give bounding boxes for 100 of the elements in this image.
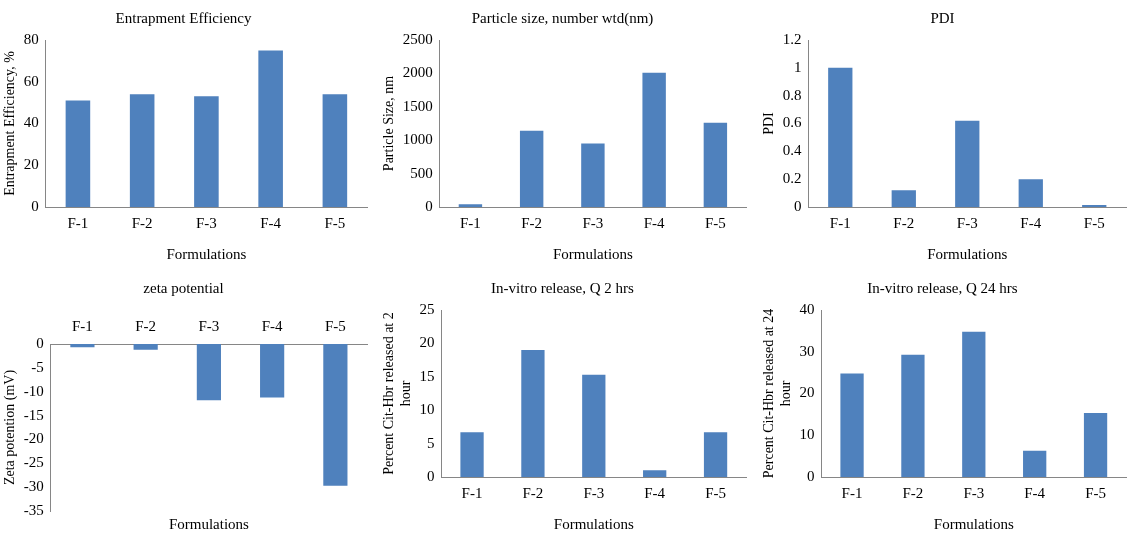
y-tick-label: 10 — [419, 401, 435, 418]
y-tick-label: -15 — [23, 406, 44, 423]
y-tick-label: 500 — [410, 164, 433, 181]
y-tick-label: 0 — [427, 467, 435, 484]
bar — [1023, 450, 1047, 477]
y-tick-label: 1.2 — [782, 30, 802, 47]
y-tick-label: 0 — [425, 197, 433, 214]
x-tick-label: F-4 — [644, 484, 666, 501]
x-axis-title: Formulations — [927, 246, 1008, 263]
y-tick-label: 10 — [799, 426, 815, 443]
chart-title: zeta potential — [143, 279, 224, 296]
y-tick-label: -5 — [31, 358, 44, 375]
x-tick-label: F-1 — [461, 484, 483, 501]
x-tick-label: F-3 — [582, 214, 604, 231]
bar — [703, 432, 728, 477]
x-tick-label: F-3 — [198, 317, 220, 334]
x-axis-title: Formulations — [933, 516, 1014, 533]
bar — [581, 143, 605, 207]
chart-title: In-vitro release, Q 24 hrs — [867, 279, 1018, 296]
y-tick-label: 40 — [23, 114, 39, 131]
y-tick-label: 80 — [23, 30, 39, 47]
x-tick-label: F-4 — [261, 317, 284, 334]
x-tick-label: F-3 — [195, 214, 217, 231]
y-tick-label: 0.6 — [782, 114, 803, 131]
y-tick-label: 0.4 — [782, 142, 803, 159]
y-axis-title: PDI — [761, 111, 777, 135]
x-tick-label: F-1 — [460, 214, 481, 231]
y-axis-title: Entrapment Efficiency, % — [2, 50, 18, 196]
bar — [458, 204, 483, 207]
y-tick-label: 0.8 — [782, 86, 802, 103]
bar — [521, 350, 545, 477]
y-axis-title: Percent Cit-Hbr released at 2 hour — [381, 312, 413, 475]
bar — [1018, 179, 1043, 207]
y-tick-label: 2500 — [402, 30, 433, 47]
x-tick-label: F-4 — [260, 214, 282, 231]
y-tick-label: -30 — [23, 478, 44, 495]
bar — [322, 94, 348, 207]
x-tick-label: F-2 — [893, 214, 915, 231]
bar — [840, 373, 864, 477]
y-tick-label: 5 — [427, 434, 435, 451]
x-tick-label: F-2 — [522, 484, 544, 501]
y-tick-label: 0 — [807, 467, 815, 484]
x-axis-title: Formulations — [166, 246, 247, 263]
y-tick-label: 40 — [799, 300, 815, 317]
x-tick-label: F-4 — [1020, 214, 1042, 231]
chart-title: Entrapment Efficiency — [115, 9, 252, 26]
bar — [828, 67, 853, 207]
y-tick-label: 1500 — [402, 97, 433, 114]
x-tick-label: F-5 — [705, 484, 726, 501]
x-tick-label: F-1 — [829, 214, 851, 231]
x-tick-label: F-4 — [643, 214, 666, 231]
bar — [642, 72, 666, 207]
x-tick-label: F-5 — [324, 317, 346, 334]
bar — [901, 354, 925, 477]
bar — [891, 190, 916, 207]
y-tick-label: 2000 — [402, 64, 433, 81]
y-tick-label: 30 — [799, 342, 815, 359]
x-axis-title: Formulations — [552, 246, 634, 263]
x-tick-label: F-5 — [324, 214, 346, 231]
x-tick-label: F-5 — [1085, 484, 1106, 501]
bar — [1082, 204, 1107, 207]
y-tick-label: 15 — [419, 367, 435, 384]
x-tick-label: F-2 — [135, 317, 157, 334]
x-tick-label: F-1 — [71, 317, 93, 334]
y-tick-label: 20 — [23, 156, 39, 173]
bar — [703, 122, 728, 207]
x-tick-label: F-3 — [963, 484, 985, 501]
chart-title: PDI — [930, 9, 955, 26]
y-tick-label: 20 — [799, 384, 815, 401]
x-tick-label: F-5 — [704, 214, 726, 231]
x-tick-label: F-1 — [67, 214, 89, 231]
y-tick-label: -20 — [23, 430, 44, 447]
x-axis-title: Formulations — [168, 516, 250, 533]
x-axis-title: Formulations — [553, 516, 634, 533]
x-tick-label: F-1 — [841, 484, 863, 501]
y-tick-label: -25 — [23, 454, 44, 471]
bar — [1083, 413, 1108, 477]
y-tick-label: 0 — [36, 334, 44, 351]
y-tick-label: 0 — [31, 197, 39, 214]
bar — [643, 470, 667, 477]
y-tick-label: 25 — [419, 300, 435, 317]
x-tick-label: F-2 — [131, 214, 153, 231]
bar — [582, 374, 606, 477]
x-tick-label: F-3 — [583, 484, 605, 501]
x-tick-label: F-3 — [956, 214, 978, 231]
y-tick-label: 20 — [419, 334, 435, 351]
y-axis-title: Zeta potention (mV) — [2, 369, 19, 486]
bar — [65, 100, 91, 207]
bar — [460, 432, 484, 477]
bar — [129, 94, 155, 207]
bar — [519, 130, 544, 207]
chart-title: In-vitro release, Q 2 hrs — [491, 279, 635, 296]
chart-title: Particle size, number wtd(nm) — [471, 9, 654, 27]
y-tick-label: 1 — [794, 58, 802, 75]
y-axis-title: Percent Cit-Hbr released at 24 hour — [761, 308, 793, 479]
bar — [962, 331, 986, 477]
bar — [194, 96, 219, 207]
bar — [955, 120, 980, 207]
y-tick-label: 60 — [23, 72, 39, 89]
bar — [258, 50, 283, 207]
